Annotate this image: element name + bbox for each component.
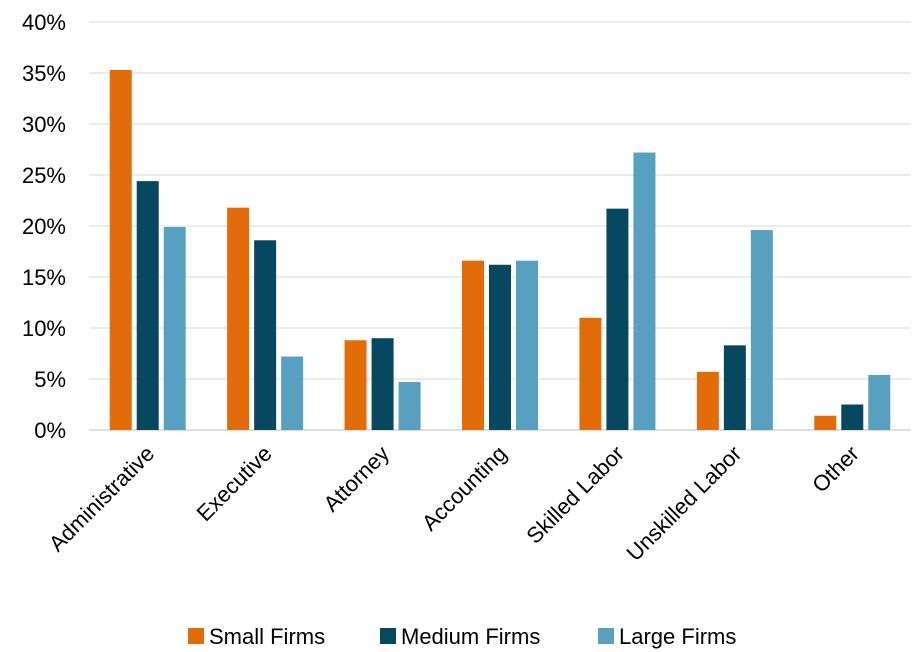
bar-large-firms [750, 230, 773, 430]
bar-medium-firms [841, 404, 864, 430]
legend-swatch [598, 628, 614, 644]
x-tick-label: Accounting [417, 441, 512, 536]
legend-label: Medium Firms [401, 624, 540, 649]
bar-small-firms [814, 415, 837, 430]
legend-item-small-firms: Small Firms [188, 624, 325, 649]
y-tick-label: 0% [34, 418, 66, 443]
y-tick-label: 30% [22, 112, 66, 137]
legend-item-large-firms: Large Firms [598, 624, 736, 649]
x-tick-label: Unskilled Labor [621, 441, 746, 566]
x-tick-label: Skilled Labor [521, 441, 629, 549]
bar-large-firms [633, 152, 656, 430]
x-axis-labels: Administrative Executive Attorney Accountin… [44, 441, 864, 566]
bar-medium-firms [723, 345, 746, 430]
legend-swatch [188, 628, 204, 644]
y-tick-label: 5% [34, 367, 66, 392]
bar-small-firms [696, 371, 719, 430]
legend-label: Large Firms [619, 624, 736, 649]
gridlines [89, 21, 911, 431]
y-tick-label: 20% [22, 214, 66, 239]
bar-large-firms [163, 227, 186, 430]
x-tick-label: Executive [192, 441, 277, 526]
y-tick-label: 10% [22, 316, 66, 341]
bars [109, 69, 891, 430]
legend-swatch [380, 628, 396, 644]
x-tick-label: Attorney [318, 441, 394, 517]
bar-large-firms [398, 382, 421, 430]
bar-small-firms [579, 317, 602, 430]
bar-small-firms [109, 69, 132, 430]
bar-small-firms [462, 260, 484, 430]
y-axis-ticks: 0% 5% 10% 15% 20% 25% 30% 35% 40% [22, 10, 66, 443]
legend: Small Firms Medium Firms Large Firms [188, 624, 736, 649]
legend-item-medium-firms: Medium Firms [380, 624, 540, 649]
bar-large-firms [281, 356, 304, 430]
x-tick-label: Administrative [44, 441, 159, 556]
bar-small-firms [227, 207, 250, 430]
y-tick-label: 15% [22, 265, 66, 290]
y-tick-label: 40% [22, 10, 66, 35]
legend-label: Small Firms [209, 624, 325, 649]
x-tick-label: Other [807, 441, 864, 498]
bar-medium-firms [489, 264, 511, 430]
y-tick-label: 35% [22, 61, 66, 86]
bar-medium-firms [254, 240, 277, 430]
bar-large-firms [868, 374, 891, 430]
bar-medium-firms [606, 208, 629, 430]
bar-large-firms [516, 260, 538, 430]
bar-small-firms [344, 340, 367, 430]
y-tick-label: 25% [22, 163, 66, 188]
bar-medium-firms [371, 338, 394, 430]
bar-medium-firms [136, 181, 159, 430]
